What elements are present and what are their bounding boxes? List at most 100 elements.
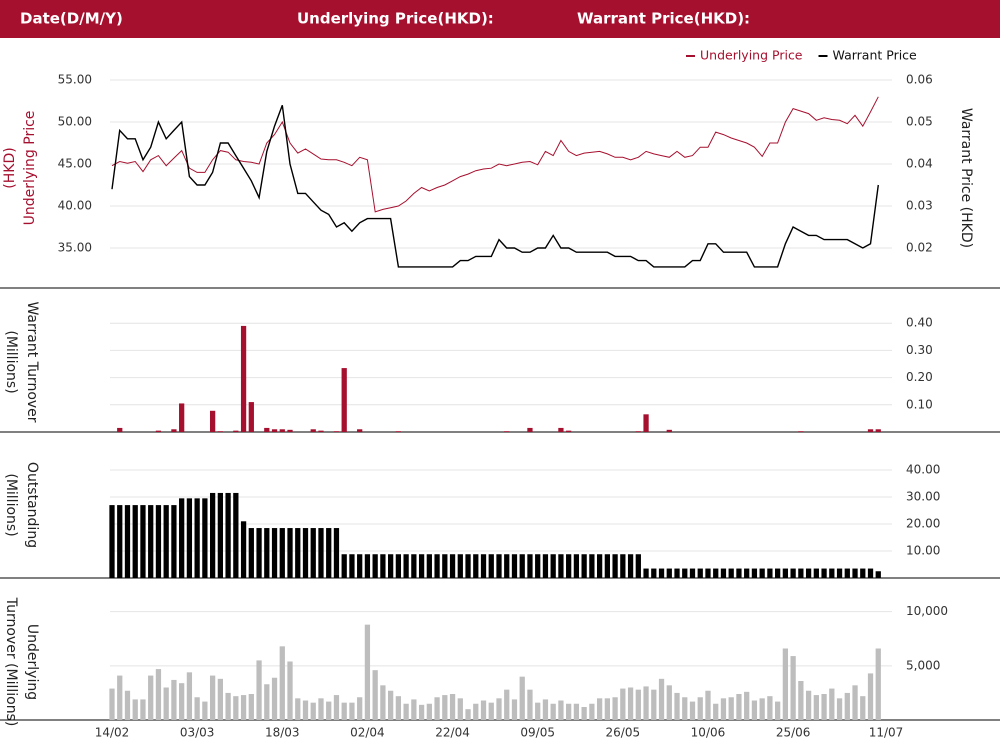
bar	[171, 679, 177, 720]
bar	[148, 675, 154, 720]
bar	[705, 690, 711, 720]
bar	[798, 431, 804, 432]
bar	[155, 430, 162, 432]
bar	[535, 702, 541, 720]
bar	[411, 554, 417, 578]
bar	[697, 697, 703, 720]
bar	[179, 683, 185, 720]
bar	[511, 554, 518, 578]
bar	[333, 528, 340, 578]
bar	[488, 554, 494, 578]
bar	[411, 699, 417, 720]
bar	[395, 431, 402, 432]
header-field: Warrant Price(HKD):	[577, 10, 750, 28]
y-axis-label: (Millions)	[3, 330, 19, 393]
bar	[604, 554, 610, 578]
bar	[434, 697, 440, 720]
bar	[202, 498, 208, 578]
bar	[264, 427, 270, 432]
y-tick-label: 0.10	[906, 397, 933, 411]
bar	[209, 675, 216, 720]
bar	[132, 505, 138, 578]
bar	[465, 709, 471, 720]
y-axis-label: Warrant Turnover	[24, 301, 40, 422]
bar	[388, 554, 394, 578]
y-tick-label: 40.00	[906, 463, 940, 477]
bar	[380, 685, 386, 720]
y-axis-label: Underlying	[24, 624, 40, 700]
bar	[434, 554, 440, 578]
bar	[357, 429, 363, 432]
bar	[372, 554, 378, 578]
bar	[558, 427, 564, 432]
bar	[674, 692, 680, 720]
bar	[225, 492, 231, 578]
bar	[651, 568, 657, 578]
bar	[573, 703, 580, 720]
bar	[364, 554, 371, 578]
bar	[480, 700, 487, 720]
x-tick-label: 10/06	[691, 726, 726, 740]
bar	[829, 568, 835, 578]
bar	[349, 702, 355, 720]
bar	[132, 699, 138, 720]
y-tick-label: 30.00	[906, 490, 940, 504]
bar	[140, 699, 146, 720]
bar	[875, 648, 881, 720]
bar	[457, 554, 463, 578]
bar	[310, 528, 316, 578]
bar	[225, 692, 231, 720]
bar	[496, 554, 502, 578]
bar	[519, 554, 525, 578]
bar	[627, 554, 634, 578]
bar	[109, 688, 115, 720]
bar	[844, 692, 850, 720]
bar	[388, 690, 394, 720]
bar	[349, 554, 355, 578]
bar	[287, 528, 293, 578]
series-line	[111, 104, 879, 268]
bar	[775, 701, 781, 720]
bar	[279, 646, 285, 720]
x-tick-label: 26/05	[606, 726, 641, 740]
bar	[775, 568, 781, 578]
bar	[589, 703, 595, 720]
bar	[163, 505, 169, 578]
bar	[550, 703, 556, 720]
y-tick-label: 0.20	[906, 370, 933, 384]
bar	[357, 697, 363, 720]
bar	[689, 568, 696, 578]
bar	[542, 554, 549, 578]
bar	[310, 702, 316, 720]
bar	[867, 673, 874, 720]
bar	[233, 696, 239, 720]
bar	[264, 528, 270, 578]
bar	[248, 528, 254, 578]
bar	[504, 689, 510, 720]
bar	[117, 505, 123, 578]
series-line	[111, 96, 879, 213]
bar	[689, 701, 696, 720]
bar	[759, 698, 765, 720]
bar	[504, 554, 510, 578]
header-field: Underlying Price(HKD):	[297, 10, 494, 28]
bar	[558, 700, 564, 720]
header-field: Date(D/M/Y)	[20, 10, 123, 28]
bar	[566, 430, 572, 432]
bar	[836, 568, 843, 578]
y-tick-label: 40.00	[58, 199, 92, 213]
bar	[821, 568, 827, 578]
bar	[186, 498, 193, 578]
bar	[798, 568, 804, 578]
bar	[457, 698, 463, 720]
y-tick-label: 10,000	[906, 604, 948, 618]
bar	[550, 554, 556, 578]
x-tick-label: 11/07	[869, 726, 904, 740]
bar	[279, 528, 285, 578]
bar	[666, 429, 672, 432]
bar	[682, 697, 688, 720]
legend-label: Underlying Price	[700, 48, 803, 63]
bar	[643, 568, 649, 578]
bar	[217, 678, 223, 720]
